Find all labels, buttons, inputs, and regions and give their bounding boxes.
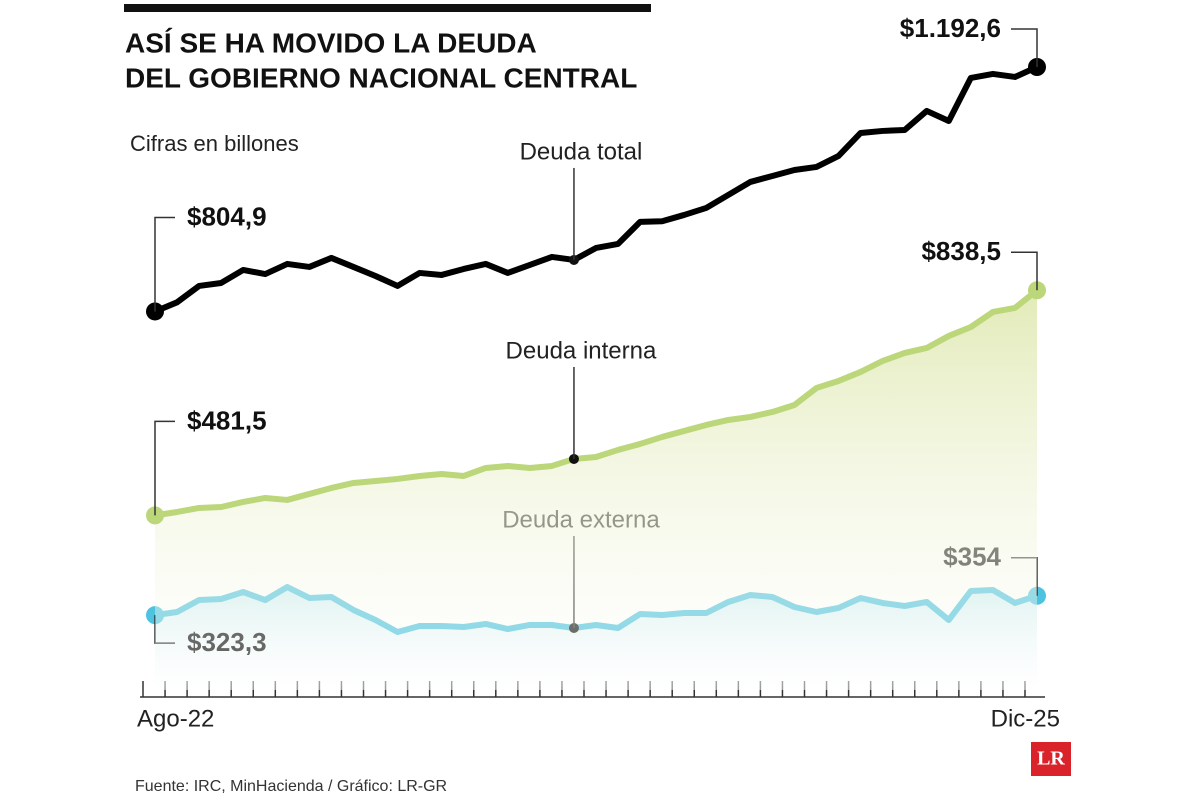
series-name: Deuda total xyxy=(520,138,643,165)
value-label: $481,5 xyxy=(187,405,267,435)
chart-title: DEL GOBIERNO NACIONAL CENTRAL xyxy=(125,62,637,93)
logo-box xyxy=(1031,742,1071,776)
value-label: $838,5 xyxy=(921,236,1001,266)
value-label: $1.192,6 xyxy=(900,13,1001,43)
series-name: Deuda interna xyxy=(506,337,657,364)
logo: LR xyxy=(1037,748,1065,770)
title-bar xyxy=(124,4,651,12)
series-line xyxy=(154,287,1039,519)
subtitle: Cifras en billones xyxy=(130,131,299,156)
callout xyxy=(1011,28,1038,67)
x-tick-label: Dic-25 xyxy=(991,705,1060,732)
series-line xyxy=(153,64,1039,315)
x-tick-label: Ago-22 xyxy=(137,705,214,732)
value-label: $804,9 xyxy=(187,201,267,231)
callout xyxy=(1011,251,1038,291)
callout xyxy=(154,420,175,516)
source: Fuente: IRC, MinHacienda / Gráfico: LR-G… xyxy=(135,778,447,795)
chart-title: ASÍ SE HA MOVIDO LA DEUDA xyxy=(125,27,537,58)
callout xyxy=(154,216,175,312)
